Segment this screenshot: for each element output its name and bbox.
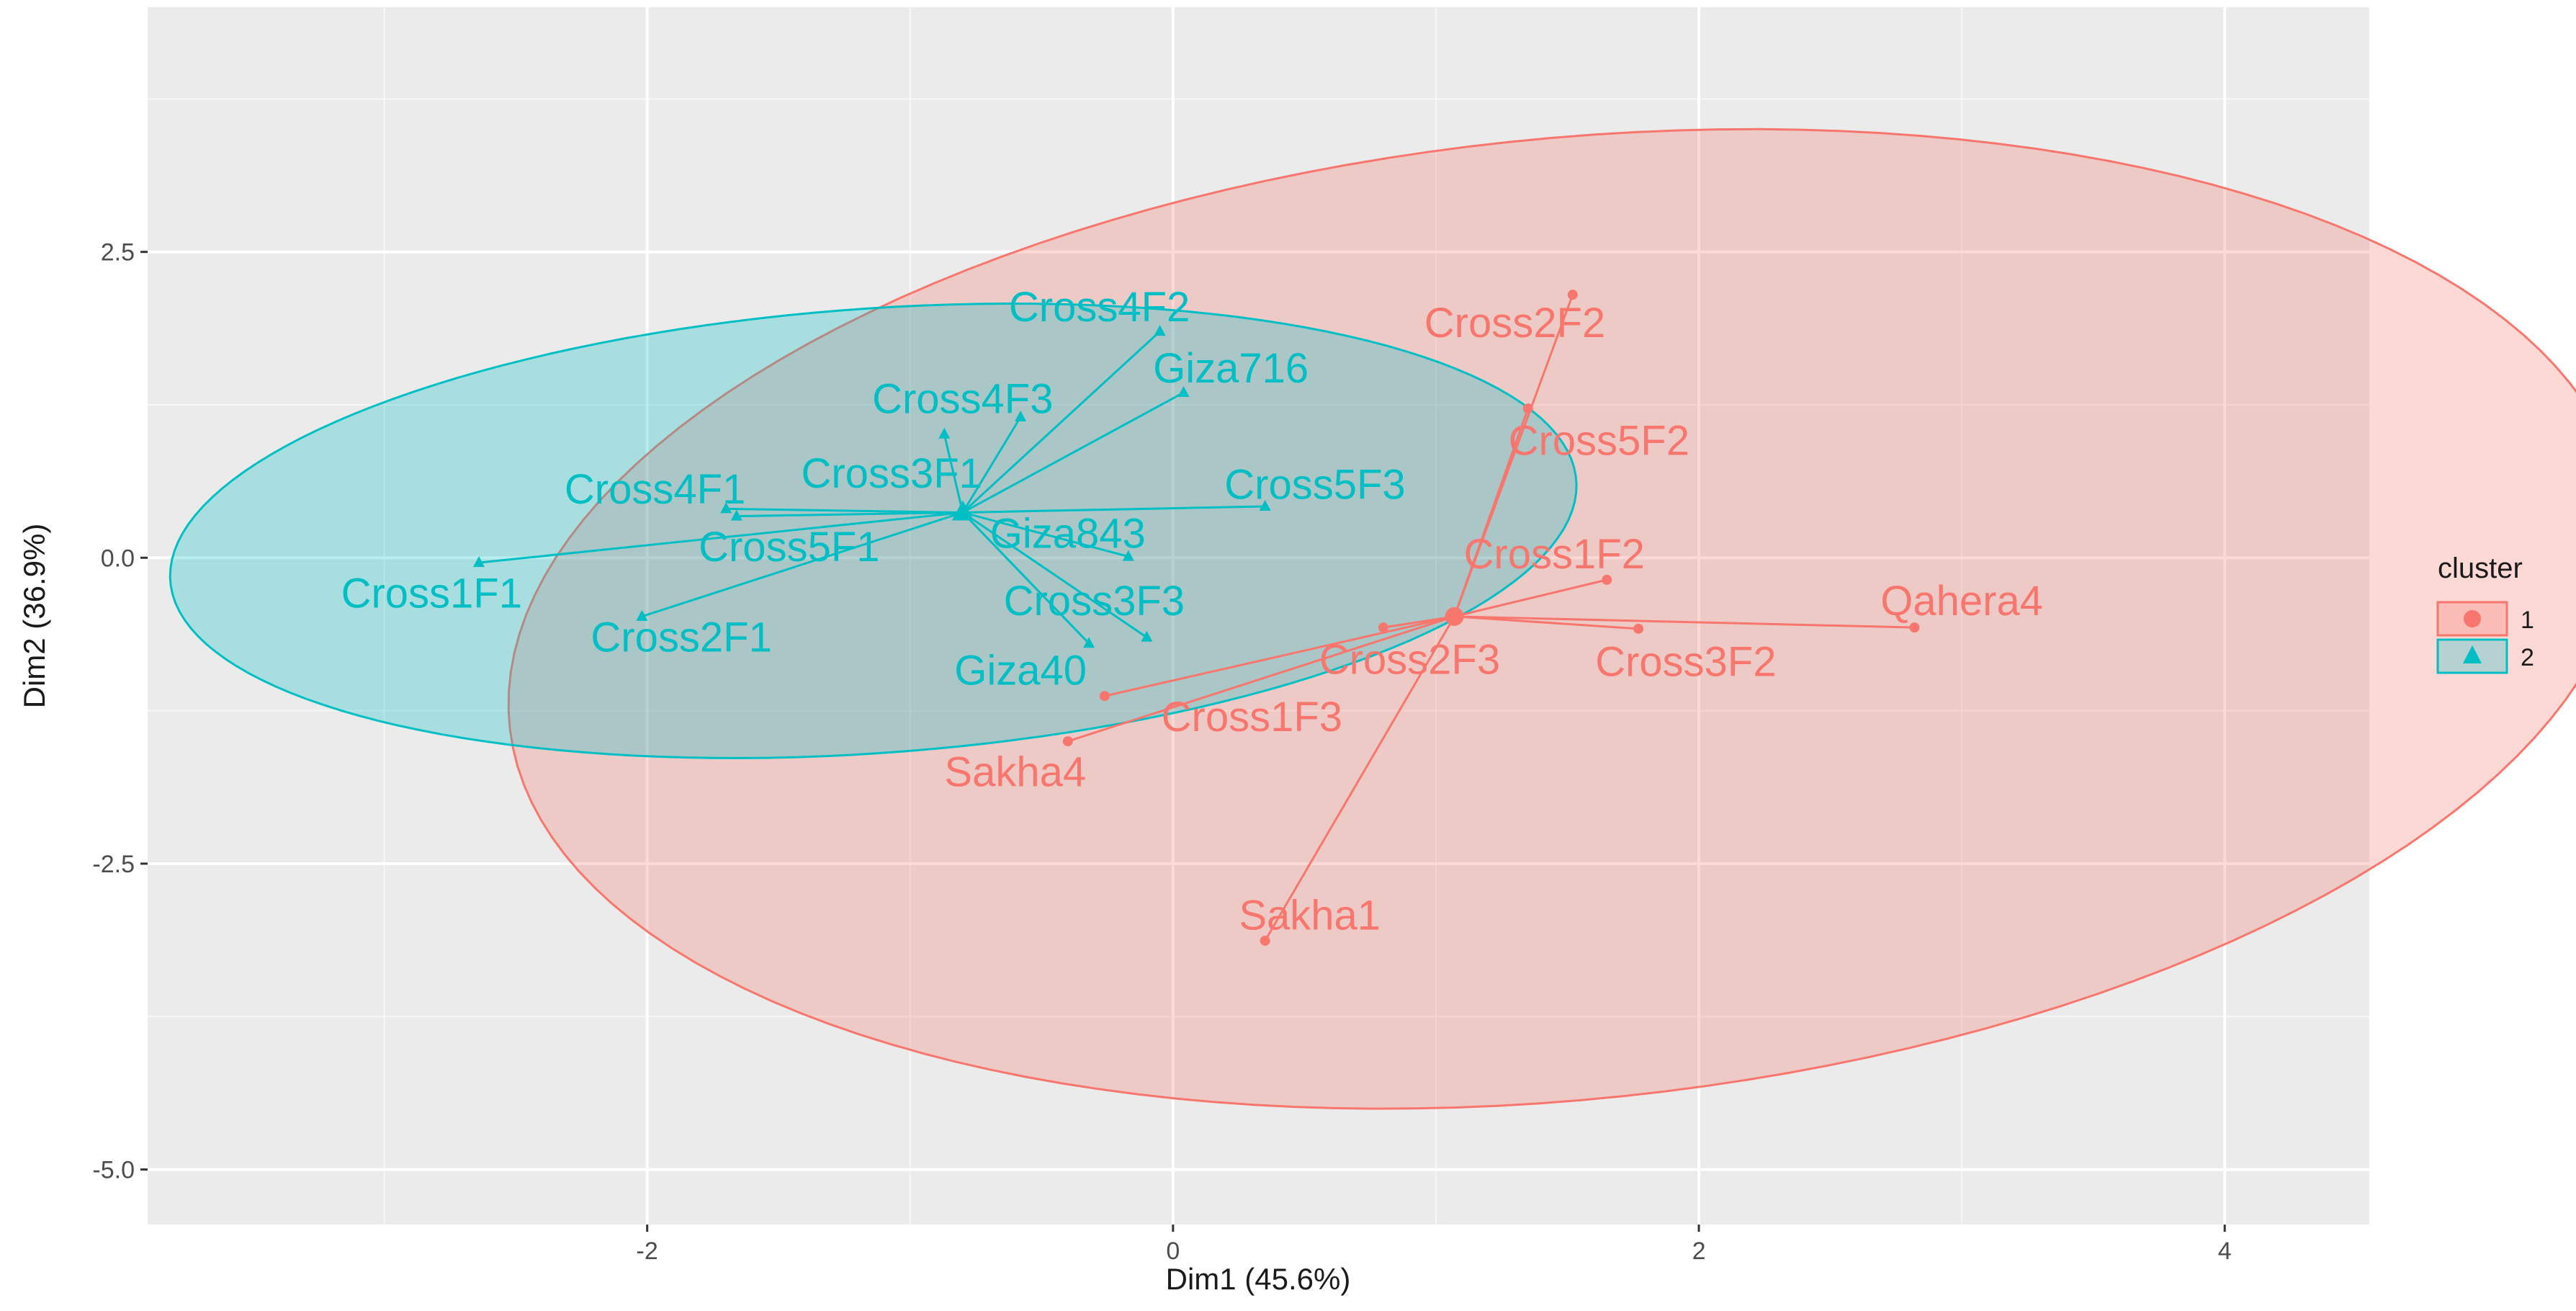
segment-cross5f1	[736, 511, 963, 518]
label-cross1f2: Cross1F2	[1464, 531, 1645, 578]
point-giza40	[1083, 637, 1095, 648]
x-tick-label: 2	[1692, 1238, 1706, 1265]
label-sakha1: Sakha1	[1239, 892, 1381, 939]
x-tick-label: 0	[1166, 1238, 1180, 1265]
y-axis-title: Dim2 (36.9%)	[17, 524, 51, 709]
label-cross3f3: Cross3F3	[1004, 578, 1185, 625]
segment-qahera4	[1454, 615, 1915, 629]
legend-label-1: 1	[2521, 607, 2534, 634]
label-cross2f1: Cross2F1	[591, 614, 771, 661]
segment-cross3f3	[961, 511, 1148, 638]
point-cross4f2	[1154, 325, 1166, 336]
legend: cluster 1 2	[2436, 552, 2534, 674]
segment-cross3f2	[1454, 615, 1639, 630]
panel-background	[148, 7, 2369, 1225]
label-giza40: Giza40	[954, 648, 1087, 694]
x-axis-title: Dim1 (45.6%)	[1166, 1262, 1351, 1296]
point-sakha4	[1062, 736, 1073, 747]
cluster-segments	[478, 294, 1915, 941]
legend-circle-icon	[2464, 610, 2481, 627]
legend-title: cluster	[2438, 552, 2523, 584]
legend-triangle-icon	[2463, 645, 2482, 663]
cluster-centers	[951, 500, 1464, 626]
label-cross4f2: Cross4F2	[1009, 284, 1190, 331]
label-cross3f1: Cross3F1	[801, 450, 982, 497]
point-cross1f1	[473, 556, 485, 568]
y-tick-label: 2.5	[101, 239, 135, 267]
label-qahera4: Qahera4	[1880, 578, 2043, 625]
point-cross3f2	[1633, 623, 1644, 634]
point-cross1f2	[1602, 574, 1612, 585]
label-cross5f2: Cross5F2	[1509, 417, 1689, 464]
label-cross2f2: Cross2F2	[1424, 300, 1605, 346]
label-cross5f1: Cross5F1	[699, 524, 879, 571]
segment-cross4f2	[961, 330, 1161, 514]
cluster-2-center	[951, 500, 974, 521]
data-points	[473, 290, 1920, 946]
segment-giza716	[962, 391, 1185, 514]
segment-giza40	[961, 511, 1090, 645]
point-sakha1	[1260, 935, 1270, 946]
point-cross4f1	[720, 502, 732, 514]
label-cross5f3: Cross5F3	[1224, 461, 1405, 508]
point-labels: Cross2F2 Cross5F2 Cross1F2 Qahera4 Cross3F2 C…	[341, 284, 2043, 939]
y-tick-label: 0.0	[101, 545, 135, 572]
label-sakha4: Sakha4	[944, 749, 1086, 796]
segment-cross2f1	[641, 511, 964, 618]
label-cross1f1: Cross1F1	[341, 571, 522, 617]
segment-giza843	[962, 511, 1129, 558]
segment-cross1f2	[1454, 578, 1607, 618]
point-cross5f3	[1259, 499, 1271, 511]
segment-sakha4	[1067, 615, 1455, 743]
point-cross2f2	[1567, 290, 1578, 300]
segment-cross5f2	[1453, 408, 1530, 617]
segment-cross4f3	[961, 416, 1022, 514]
label-cross3f2: Cross3F2	[1595, 639, 1776, 686]
label-cross2f3: Cross2F3	[1319, 636, 1500, 683]
point-cross2f3	[1378, 622, 1388, 633]
segment-cross4f1	[726, 507, 963, 514]
y-tick-label: -5.0	[92, 1157, 135, 1184]
point-cross4f3	[1015, 410, 1027, 421]
segment-cross1f3	[1104, 615, 1455, 697]
cluster-2-ellipse	[169, 302, 1578, 759]
y-axis-ticks: 2.5 0.0 -2.5 -5.0	[92, 239, 148, 1184]
label-cross4f1: Cross4F1	[565, 466, 745, 513]
label-giza716: Giza716	[1153, 345, 1309, 392]
label-cross1f3: Cross1F3	[1162, 694, 1342, 740]
minor-grid	[148, 7, 2369, 1225]
y-tick-label: -2.5	[92, 851, 135, 878]
point-cross3f3	[1141, 630, 1153, 642]
label-cross4f3: Cross4F3	[872, 376, 1053, 423]
point-cross2f1	[636, 609, 648, 621]
label-giza843: Giza843	[990, 510, 1146, 557]
point-qahera4	[1909, 622, 1920, 633]
point-cross5f1	[730, 509, 742, 521]
segment-cross5f3	[962, 505, 1265, 514]
point-giza716	[1177, 386, 1190, 398]
point-cross3f1	[938, 427, 951, 439]
segment-cross3f1	[943, 434, 964, 513]
point-cross1f3	[1099, 691, 1110, 702]
point-giza843	[1122, 550, 1134, 561]
cluster-1-center	[1445, 607, 1464, 626]
segment-sakha1	[1264, 616, 1455, 941]
x-axis-ticks: -2 0 2 4	[637, 1225, 2232, 1265]
segment-cross1f1	[478, 511, 963, 564]
x-tick-label: 4	[2218, 1238, 2232, 1265]
point-cross5f2	[1522, 403, 1533, 414]
legend-label-2: 2	[2521, 644, 2534, 671]
x-tick-label: -2	[637, 1238, 658, 1265]
